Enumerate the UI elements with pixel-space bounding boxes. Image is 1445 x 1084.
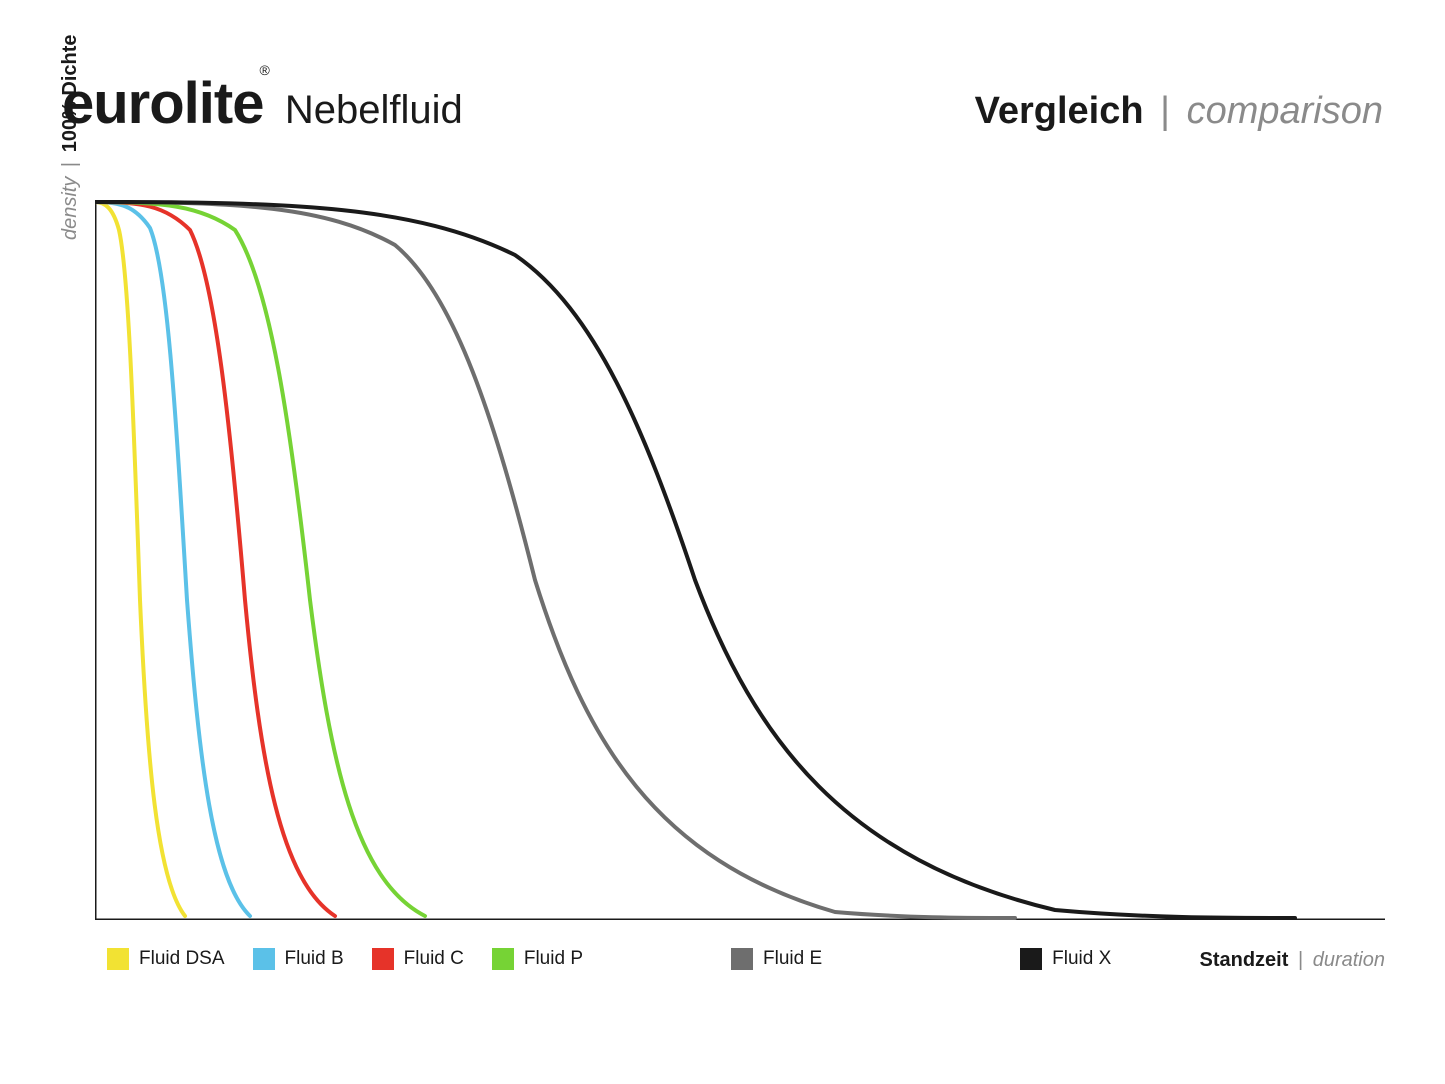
legend-item-x: Fluid X xyxy=(1020,948,1111,970)
chart-plot xyxy=(95,200,1385,920)
chart: density | 100% Dichte Fluid DSAFluid BFl… xyxy=(95,200,1385,970)
legend-label-e: Fluid E xyxy=(763,948,822,970)
y-label-en: density xyxy=(59,177,81,240)
legend-swatch-b xyxy=(253,948,275,970)
title-de: Vergleich xyxy=(975,90,1144,132)
x-label-de: Standzeit xyxy=(1199,949,1288,971)
brand-logo: eurolite® xyxy=(62,70,273,137)
legend-swatch-dsa xyxy=(107,948,129,970)
legend-label-x: Fluid X xyxy=(1052,948,1111,970)
product-name: Nebelfluid xyxy=(285,88,463,133)
title-separator: | xyxy=(1160,90,1170,132)
x-axis-label: Standzeit | duration xyxy=(1199,949,1385,972)
series-e xyxy=(95,202,1015,918)
legend-label-c: Fluid C xyxy=(404,948,464,970)
y-label-de: 100% Dichte xyxy=(59,34,81,152)
legend-label-p: Fluid P xyxy=(524,948,583,970)
x-label-en: duration xyxy=(1313,949,1385,971)
series-b xyxy=(95,202,250,916)
legend-item-e: Fluid E xyxy=(731,948,822,970)
series-group xyxy=(95,202,1295,918)
legend-item-p: Fluid P xyxy=(492,948,583,970)
legend-label-b: Fluid B xyxy=(285,948,344,970)
series-p xyxy=(95,202,425,916)
brand-text: eurolite xyxy=(62,71,264,136)
legend-label-dsa: Fluid DSA xyxy=(139,948,225,970)
legend-swatch-e xyxy=(731,948,753,970)
header: eurolite® Nebelfluid Vergleich | compari… xyxy=(62,70,1383,137)
series-dsa xyxy=(95,202,185,916)
legend-item-c: Fluid C xyxy=(372,948,464,970)
legend-item-dsa: Fluid DSA xyxy=(107,948,225,970)
x-label-sep: | xyxy=(1298,949,1303,971)
legend: Fluid DSA Fluid B Fluid C Fluid P Fluid E Flu… xyxy=(107,948,1111,970)
title-en: comparison xyxy=(1187,90,1383,132)
legend-swatch-p xyxy=(492,948,514,970)
y-label-sep: | xyxy=(59,162,81,167)
registered-mark: ® xyxy=(260,62,269,78)
series-c xyxy=(95,202,335,916)
legend-item-b: Fluid B xyxy=(253,948,344,970)
y-axis-label: density | 100% Dichte xyxy=(59,34,82,240)
legend-swatch-c xyxy=(372,948,394,970)
page-title: Vergleich | comparison xyxy=(975,90,1383,133)
brand-block: eurolite® Nebelfluid xyxy=(62,70,463,137)
legend-swatch-x xyxy=(1020,948,1042,970)
